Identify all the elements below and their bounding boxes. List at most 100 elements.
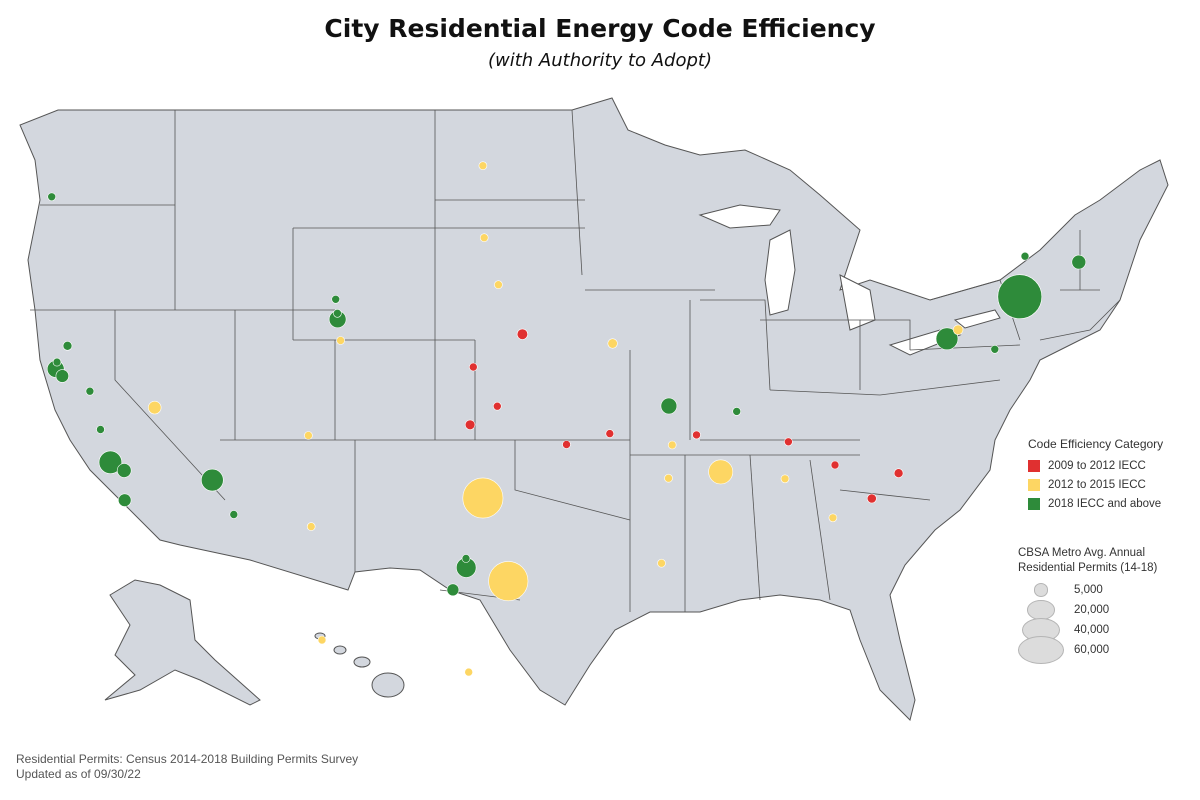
city-bubble-green[interactable] bbox=[62, 340, 73, 351]
city-bubble-green[interactable] bbox=[935, 327, 959, 351]
size-legend-item: 20,000 bbox=[1018, 600, 1198, 620]
city-bubble-yellow[interactable] bbox=[664, 473, 673, 483]
size-legend-item: 60,000 bbox=[1018, 636, 1198, 664]
state-border-line bbox=[909, 344, 1021, 351]
city-bubble-yellow[interactable] bbox=[304, 431, 313, 440]
city-bubble-yellow[interactable] bbox=[494, 280, 503, 290]
city-bubble-red[interactable] bbox=[866, 493, 877, 504]
city-bubble-green[interactable] bbox=[201, 468, 224, 492]
legend-item-red[interactable]: 2009 to 2012 IECC bbox=[1028, 456, 1198, 475]
hawaii-island-shape bbox=[333, 645, 347, 655]
city-bubble-yellow[interactable] bbox=[780, 474, 790, 484]
size-legend-bubble bbox=[1033, 583, 1049, 597]
city-bubble-red[interactable] bbox=[605, 429, 615, 438]
city-bubble-green[interactable] bbox=[990, 344, 1000, 354]
city-bubble-green[interactable] bbox=[96, 425, 105, 434]
city-bubble-green[interactable] bbox=[660, 397, 678, 415]
legend-swatch-yellow bbox=[1028, 478, 1040, 491]
great-lake-shape bbox=[764, 229, 796, 316]
map-title: City Residential Energy Code Efficiency bbox=[324, 14, 876, 43]
size-legend-bubble bbox=[1027, 600, 1055, 620]
city-bubble-yellow[interactable] bbox=[952, 324, 964, 335]
city-bubble-green[interactable] bbox=[997, 274, 1043, 320]
city-bubble-green[interactable] bbox=[117, 493, 132, 507]
great-lake-shape bbox=[698, 204, 781, 229]
size-legend: CBSA Metro Avg. Annual Residential Permi… bbox=[1018, 546, 1198, 664]
state-border-line bbox=[839, 489, 931, 501]
city-bubble-green[interactable] bbox=[55, 369, 69, 383]
city-bubble-yellow[interactable] bbox=[667, 440, 677, 450]
legend-label-yellow: 2012 to 2015 IECC bbox=[1048, 478, 1146, 491]
alaska-shape bbox=[104, 579, 261, 706]
source-line: Residential Permits: Census 2014-2018 Bu… bbox=[16, 752, 359, 766]
city-bubble-green[interactable] bbox=[85, 386, 95, 396]
state-border-line bbox=[571, 109, 583, 276]
us-states-layer bbox=[19, 97, 1169, 721]
map-subtitle: (with Authority to Adopt) bbox=[487, 50, 712, 71]
city-bubble-green[interactable] bbox=[446, 583, 460, 597]
city-bubble-green[interactable] bbox=[47, 192, 57, 202]
legend-item-yellow[interactable]: 2012 to 2015 IECC bbox=[1028, 475, 1198, 494]
state-border-line bbox=[929, 279, 1021, 341]
size-legend-title-line2: Residential Permits (14-18) bbox=[1018, 562, 1158, 574]
city-bubble-green[interactable] bbox=[732, 407, 742, 416]
city-bubble-yellow[interactable] bbox=[607, 338, 618, 349]
city-bubble-red[interactable] bbox=[492, 401, 502, 411]
legend-item-green[interactable]: 2018 IECC and above bbox=[1028, 494, 1198, 513]
city-bubble-green[interactable] bbox=[1020, 251, 1030, 261]
size-legend-label: 5,000 bbox=[1074, 584, 1103, 596]
city-bubble-red[interactable] bbox=[830, 460, 840, 470]
category-legend: Code Efficiency Category 2009 to 2012 IE… bbox=[1028, 437, 1198, 513]
city-bubble-green[interactable] bbox=[98, 450, 123, 474]
legend-label-green: 2018 IECC and above bbox=[1048, 497, 1162, 510]
city-bubbles-layer bbox=[46, 161, 1087, 677]
state-border-line bbox=[769, 389, 881, 396]
city-bubble-red[interactable] bbox=[464, 419, 476, 430]
updated-line: Updated as of 09/30/22 bbox=[16, 767, 141, 781]
legend-swatch-red bbox=[1028, 459, 1040, 472]
size-legend-title-line1: CBSA Metro Avg. Annual bbox=[1018, 547, 1146, 559]
city-bubble-green[interactable] bbox=[52, 357, 62, 367]
size-legend-title: CBSA Metro Avg. Annual Residential Permi… bbox=[1018, 546, 1198, 576]
city-bubble-yellow[interactable] bbox=[488, 561, 529, 602]
city-bubble-yellow[interactable] bbox=[148, 400, 162, 415]
size-legend-bubble bbox=[1018, 636, 1064, 664]
state-border-line bbox=[809, 459, 831, 601]
city-bubble-red[interactable] bbox=[562, 440, 571, 449]
city-bubble-red[interactable] bbox=[692, 430, 701, 440]
city-bubble-green[interactable] bbox=[333, 308, 342, 318]
city-bubble-red[interactable] bbox=[893, 468, 904, 479]
city-bubble-yellow[interactable] bbox=[479, 233, 489, 242]
city-bubble-yellow[interactable] bbox=[478, 161, 488, 170]
size-legend-label: 20,000 bbox=[1074, 604, 1110, 616]
city-bubble-yellow[interactable] bbox=[336, 336, 345, 345]
city-bubble-yellow[interactable] bbox=[708, 459, 734, 485]
city-bubble-green[interactable] bbox=[331, 294, 341, 304]
city-bubble-yellow[interactable] bbox=[462, 477, 504, 519]
city-bubble-yellow[interactable] bbox=[657, 558, 666, 568]
hawaii-island-shape bbox=[353, 656, 371, 668]
city-bubble-green[interactable] bbox=[116, 463, 132, 478]
category-legend-title: Code Efficiency Category bbox=[1028, 437, 1164, 451]
state-border-line bbox=[1039, 299, 1121, 341]
legend-swatch-green bbox=[1028, 497, 1040, 510]
city-bubble-red[interactable] bbox=[784, 437, 793, 447]
city-bubble-red[interactable] bbox=[468, 362, 478, 372]
state-border-line bbox=[114, 310, 226, 501]
size-legend-label: 60,000 bbox=[1074, 644, 1110, 656]
size-legend-label: 40,000 bbox=[1074, 624, 1110, 636]
hawaii-island-shape bbox=[371, 672, 405, 698]
city-bubble-yellow[interactable] bbox=[828, 513, 838, 523]
city-bubble-yellow[interactable] bbox=[317, 635, 327, 645]
state-border-line bbox=[879, 379, 1001, 396]
city-bubble-yellow[interactable] bbox=[464, 667, 474, 677]
city-bubble-green[interactable] bbox=[229, 510, 239, 519]
city-bubble-green[interactable] bbox=[1071, 254, 1087, 270]
city-bubble-yellow[interactable] bbox=[306, 522, 316, 531]
city-bubble-green[interactable] bbox=[461, 554, 471, 563]
state-border-line bbox=[749, 454, 761, 601]
size-legend-item: 5,000 bbox=[1018, 580, 1198, 600]
city-bubble-red[interactable] bbox=[516, 328, 529, 340]
legend-label-red: 2009 to 2012 IECC bbox=[1048, 459, 1146, 472]
state-border-line bbox=[700, 299, 771, 391]
